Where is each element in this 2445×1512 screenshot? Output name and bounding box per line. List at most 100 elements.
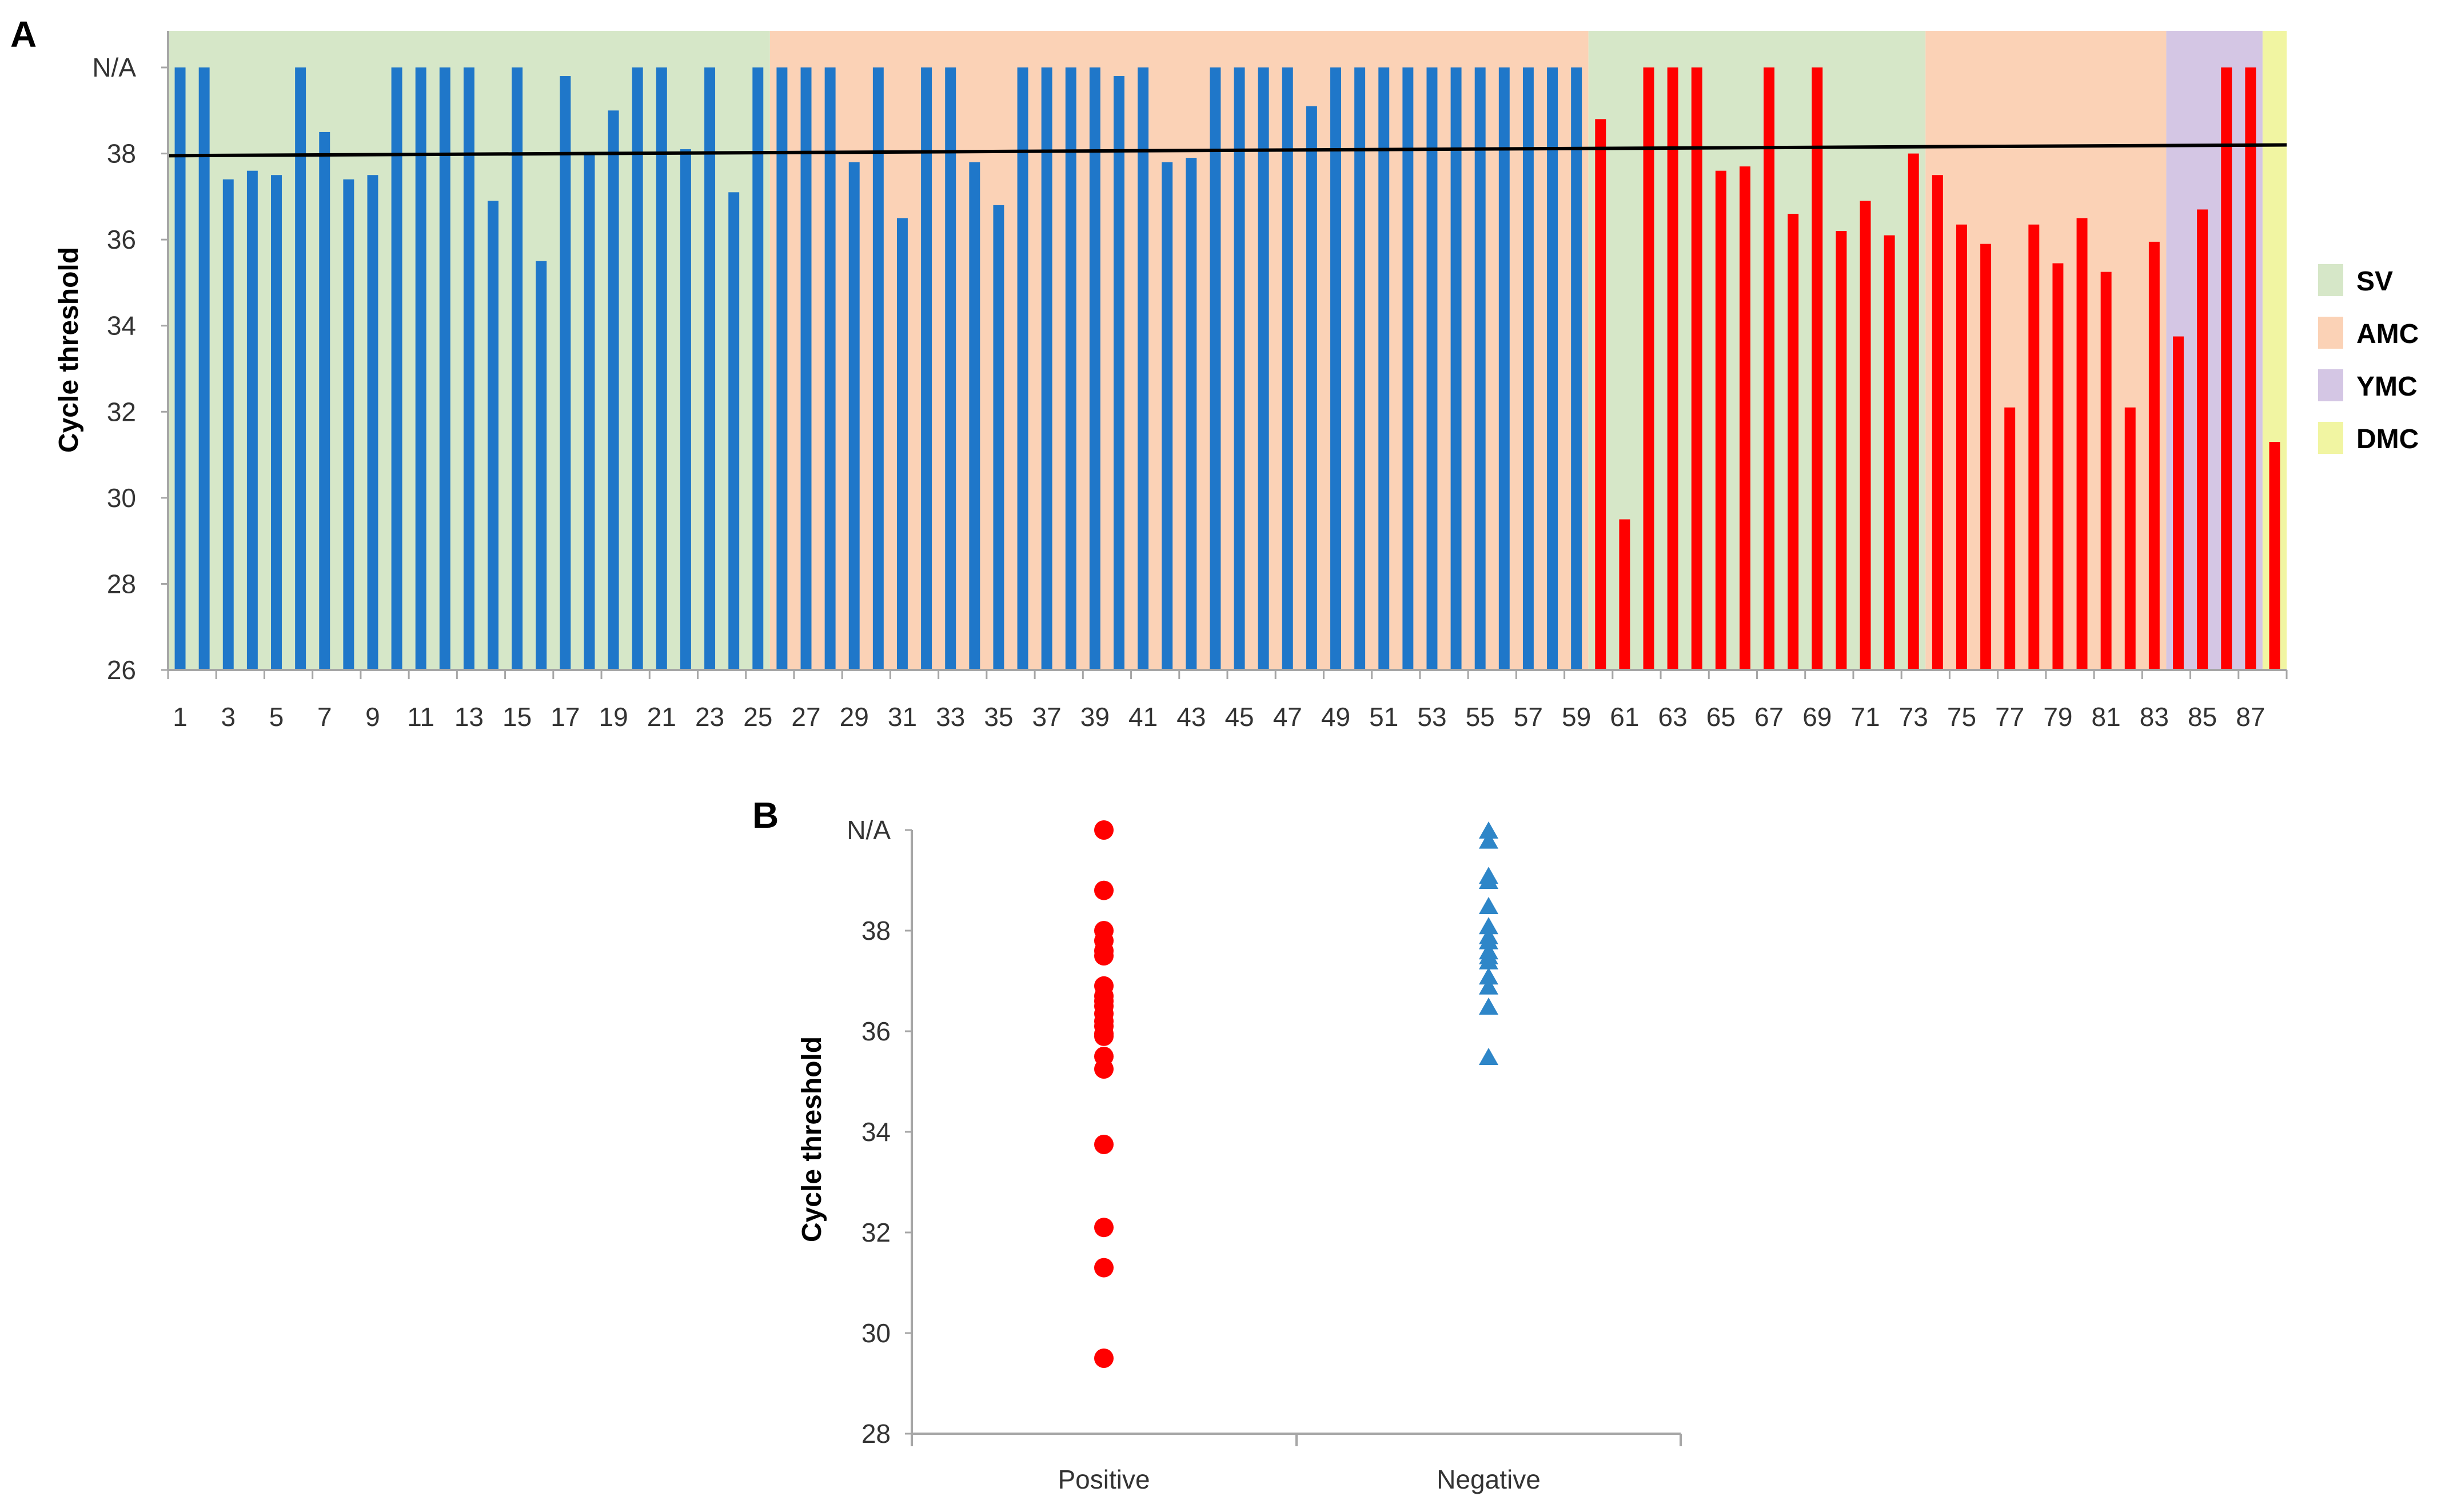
bar-sample-48 [1306,106,1317,670]
point-positive [1094,1059,1114,1079]
bar-sample-22 [680,149,691,670]
x-tick-label: 23 [695,702,724,732]
legend-label-amc: AMC [2356,319,2419,349]
bar-sample-52 [1402,67,1414,670]
point-negative [1479,917,1498,935]
point-positive [1094,1026,1114,1046]
x-tick-label: 79 [2043,702,2072,732]
point-positive [1094,880,1114,900]
bar-sample-83 [2148,241,2160,671]
x-tick-label: 87 [2236,702,2265,732]
bar-sample-19 [608,110,619,671]
bar-sample-39 [1089,67,1100,670]
bar-sample-17 [560,76,571,671]
x-tick-label: 75 [1947,702,1976,732]
x-tick-label: 81 [2092,702,2121,732]
bar-sample-4 [246,170,258,671]
point-negative [1479,897,1498,914]
bar-sample-14 [488,201,499,670]
panel-b-scatter-chart: B N/A 38 36 34 32 30 28 Positive Negative Cycle… [752,795,1682,1494]
legend: SV AMC YMC DMC [2318,264,2419,454]
region-backgrounds [168,31,2287,670]
bar-sample-84 [2173,336,2184,670]
bar-sample-15 [512,67,523,670]
bar-sample-51 [1378,67,1390,670]
bar-sample-78 [2028,224,2040,670]
x-tick-label: 63 [1658,702,1688,732]
bar-sample-42 [1162,162,1173,671]
bar-sample-61 [1619,519,1630,670]
bar-sample-12 [439,67,450,670]
bar-sample-2 [198,67,210,670]
x-tick-label: 15 [502,702,532,732]
bar-sample-11 [415,67,426,670]
bar-sample-56 [1498,67,1510,670]
x-tick-label: 85 [2188,702,2217,732]
bar-sample-25 [752,67,764,670]
x-tick-label: 11 [407,702,434,732]
bar-sample-76 [1980,244,1992,671]
y-tick-label: 38 [107,139,136,169]
bar-sample-63 [1667,67,1678,670]
bar-sample-45 [1234,67,1245,670]
x-tick-label: 53 [1417,702,1446,732]
point-negative [1479,932,1498,950]
x-tick-labels: Positive Negative [1058,1465,1540,1494]
bar-sample-34 [969,162,980,671]
point-negative [1479,1048,1498,1065]
legend-swatch-dmc [2318,422,2343,454]
x-tick-label: 61 [1610,702,1639,732]
x-tick-label: 69 [1802,702,1832,732]
y-tick-label: 26 [107,655,136,685]
bar-sample-28 [824,67,836,670]
panel-a-label: A [10,14,37,55]
bar-sample-40 [1114,76,1124,671]
bar-sample-59 [1571,67,1582,670]
bar-sample-58 [1547,67,1558,670]
x-tick-label: 73 [1899,702,1928,732]
bar-sample-53 [1426,67,1438,670]
x-tick-label: 31 [888,702,917,732]
point-positive [1094,1258,1114,1278]
y-tick-label: 32 [107,397,136,426]
point-negative [1479,821,1498,839]
bar-sample-72 [1884,235,1895,671]
bar-sample-71 [1860,201,1871,670]
bar-sample-35 [993,205,1004,670]
x-tick-label: 29 [840,702,869,732]
bar-sample-75 [1956,224,1967,670]
y-tick-label: 34 [107,311,136,341]
bar-sample-67 [1764,67,1775,670]
bar-sample-29 [848,162,860,671]
cutoff-line [167,143,2287,158]
bar-sample-73 [1908,153,1919,671]
y-tick-labels: N/A 38 36 34 32 30 28 26 [92,53,168,685]
x-tick-label: 51 [1369,702,1398,732]
bar-sample-10 [391,67,402,670]
y-tick-label: 30 [861,1318,891,1348]
bar-sample-60 [1595,119,1606,671]
bar-sample-41 [1138,67,1149,670]
x-tick-label: 77 [1995,702,2024,732]
legend-label-ymc: YMC [2356,372,2418,402]
bar-sample-86 [2221,67,2232,670]
x-tick-label: 83 [2140,702,2169,732]
bar-sample-38 [1065,67,1076,670]
x-tick-label: 41 [1128,702,1158,732]
bar-sample-5 [271,175,282,670]
x-tick-label: 55 [1466,702,1495,732]
y-tick-labels: N/A 38 36 34 32 30 28 [847,815,912,1449]
bar-sample-85 [2197,209,2208,670]
point-positive [1094,946,1114,966]
scatter-points [1094,820,1498,1368]
legend-swatch-ymc [2318,369,2343,401]
bar-sample-47 [1282,67,1293,670]
x-tick-label: 27 [791,702,820,732]
y-axis-title: Cycle threshold [797,1036,827,1242]
bar-sample-82 [2124,407,2136,670]
point-negative [1479,977,1498,995]
bar-sample-64 [1691,67,1702,670]
x-tick-label: 35 [984,702,1013,732]
x-tick-label: 33 [936,702,965,732]
legend-label-dmc: DMC [2356,424,2419,454]
